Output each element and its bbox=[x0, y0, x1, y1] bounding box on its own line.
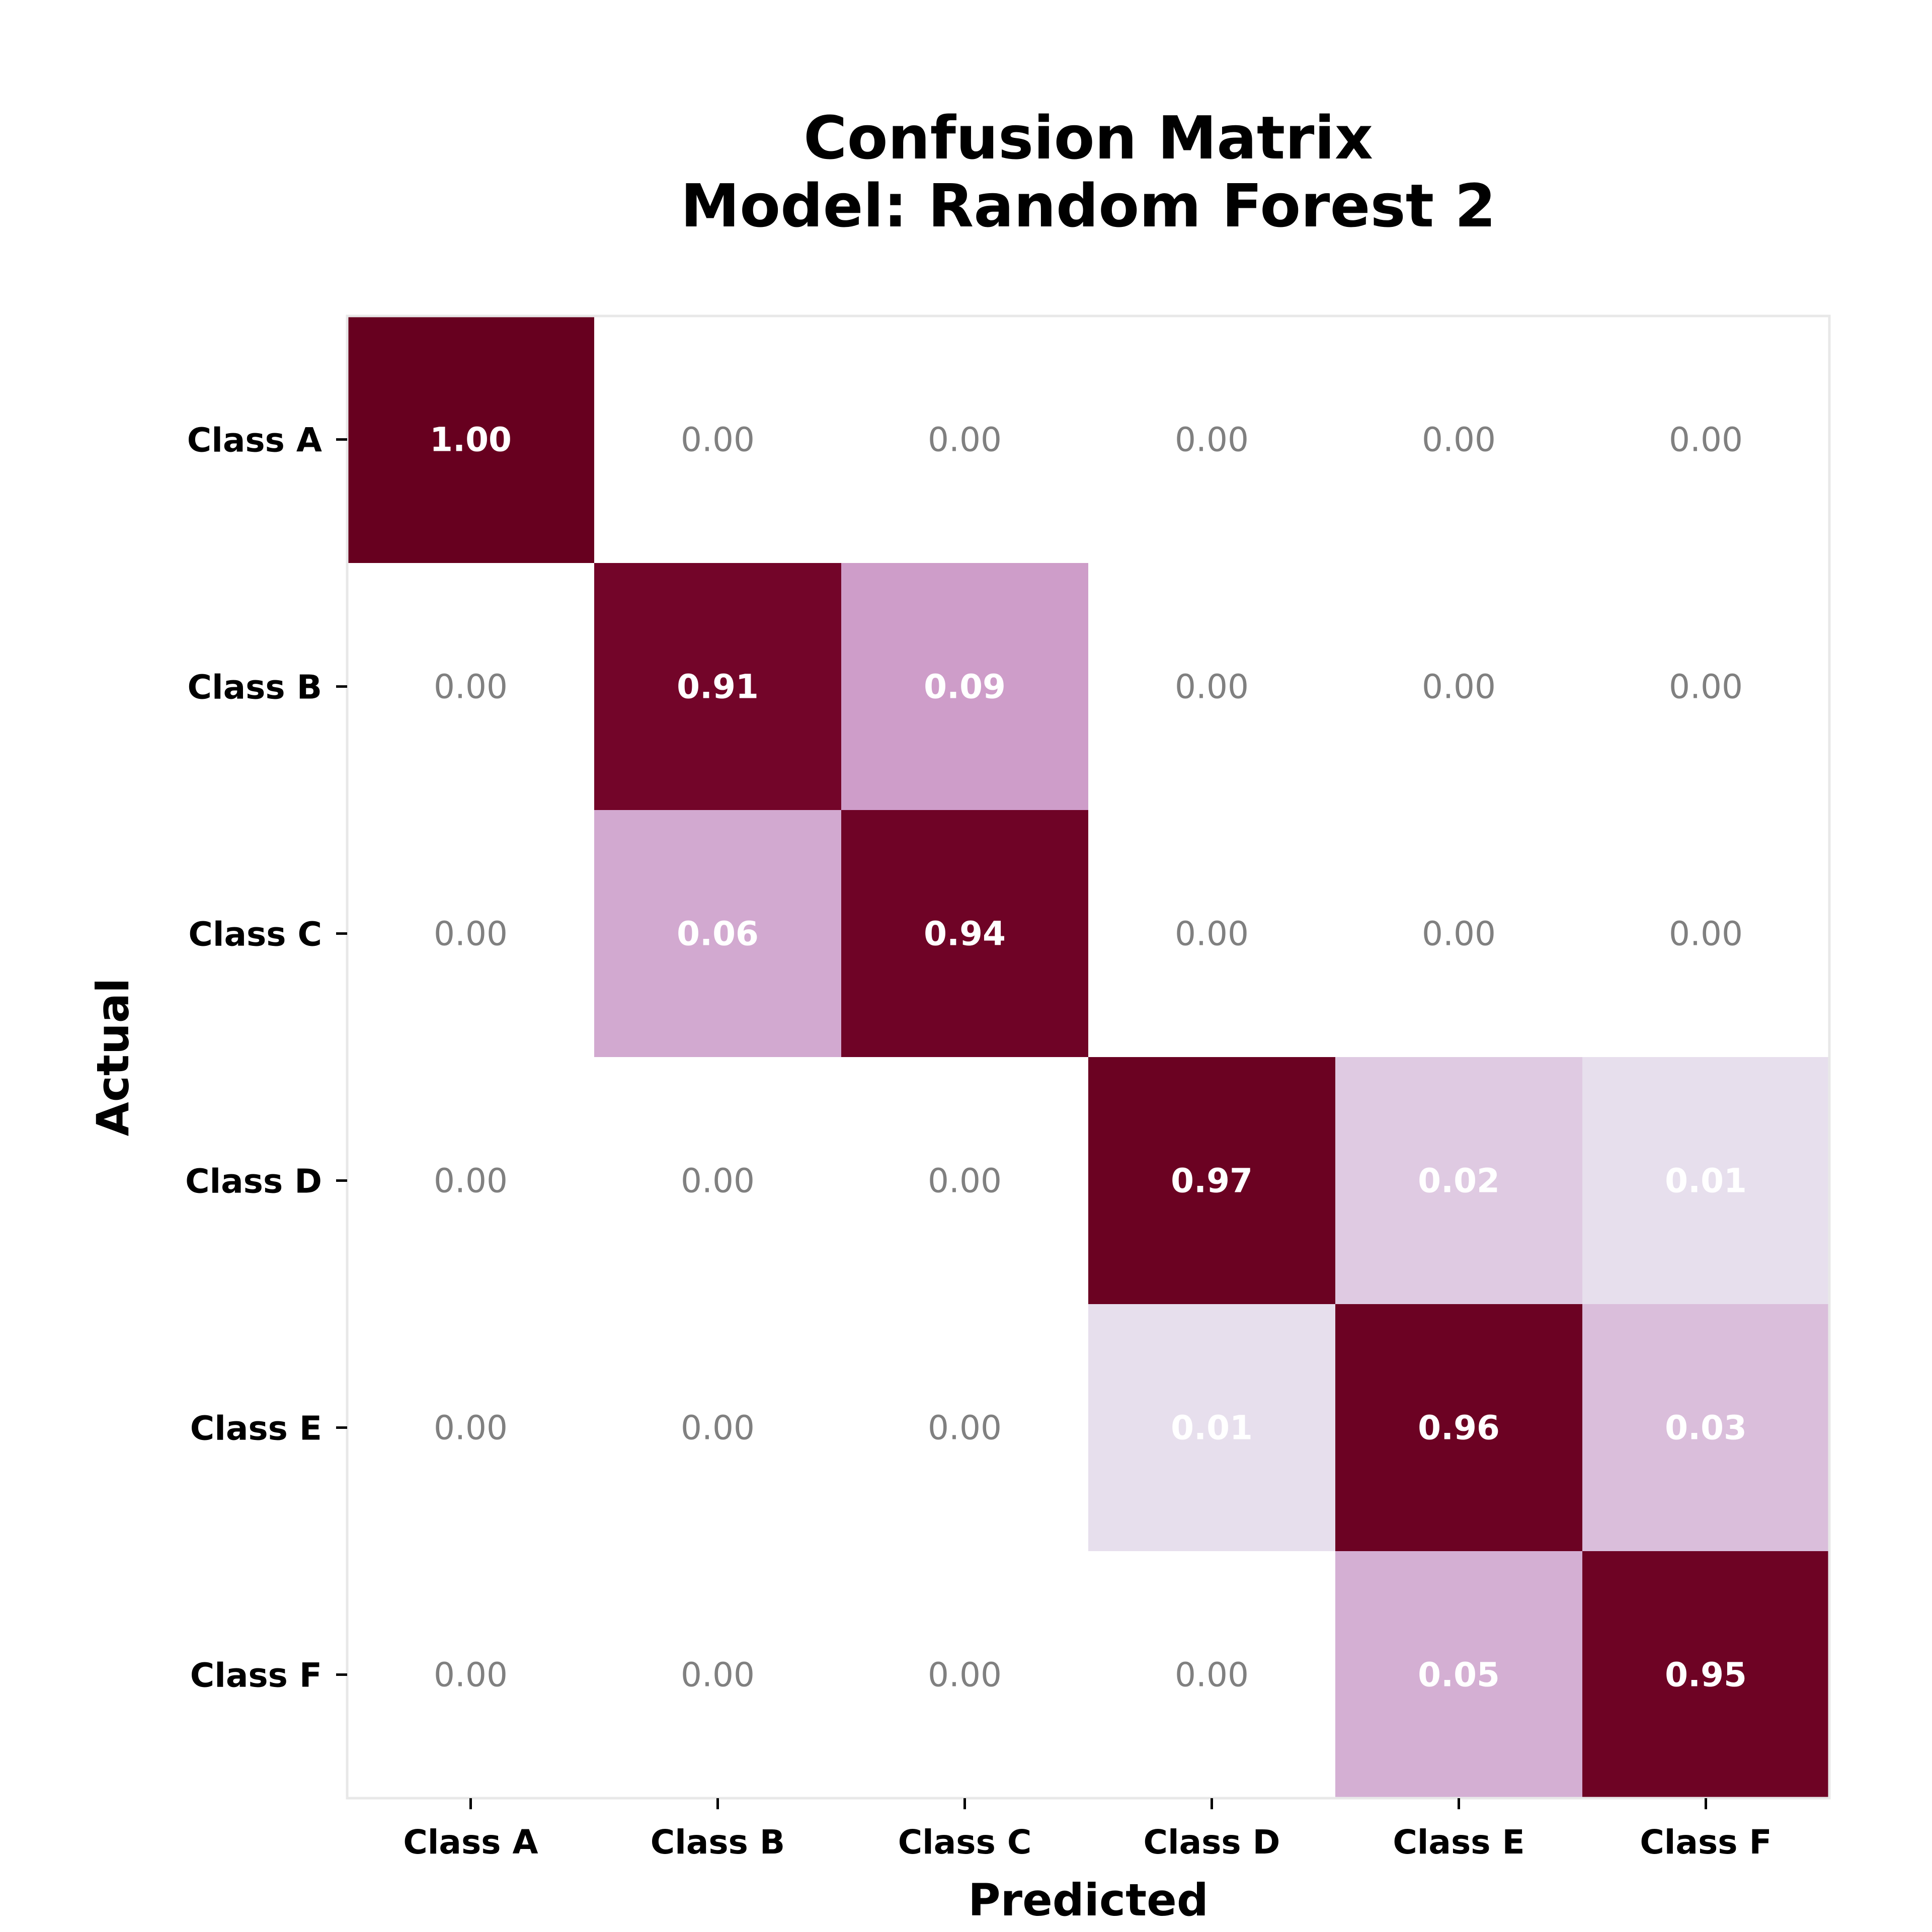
cell-value-label: 0.00 bbox=[434, 1656, 508, 1695]
cell-value-label: 0.09 bbox=[924, 668, 1006, 706]
heatmap-cell bbox=[841, 1304, 1089, 1552]
heatmap-cell bbox=[1582, 1057, 1830, 1305]
heatmap-cell bbox=[1582, 810, 1830, 1058]
heatmap-cell bbox=[1088, 1304, 1336, 1552]
heatmap-cell bbox=[347, 563, 595, 811]
chart-title-line: Confusion Matrix bbox=[803, 103, 1373, 173]
cell-value-label: 0.91 bbox=[677, 668, 759, 706]
heatmap-cell bbox=[347, 1304, 595, 1552]
heatmap-cell bbox=[347, 316, 595, 564]
cell-value-label: 0.00 bbox=[681, 1162, 755, 1200]
cell-value-label: 0.01 bbox=[1171, 1409, 1253, 1447]
cell-value-label: 0.00 bbox=[1422, 915, 1496, 953]
heatmap-cell bbox=[594, 563, 842, 811]
cell-value-label: 0.00 bbox=[928, 1656, 1002, 1695]
heatmap-cell bbox=[1582, 1551, 1830, 1799]
cell-value-label: 0.06 bbox=[677, 915, 759, 953]
heatmap-cell bbox=[1088, 1057, 1336, 1305]
cell-value-label: 0.00 bbox=[1175, 668, 1249, 706]
heatmap-cell bbox=[594, 1551, 842, 1799]
y-tick-label: Class F bbox=[190, 1656, 322, 1695]
heatmap-cell bbox=[347, 810, 595, 1058]
heatmap-cell bbox=[1335, 810, 1583, 1058]
cell-value-label: 0.00 bbox=[681, 1656, 755, 1695]
cell-value-label: 0.00 bbox=[928, 1409, 1002, 1447]
heatmap-cell bbox=[1335, 1551, 1583, 1799]
cell-value-label: 0.00 bbox=[1175, 915, 1249, 953]
heatmap-cells bbox=[347, 316, 1830, 1799]
cell-value-label: 0.02 bbox=[1418, 1162, 1500, 1200]
y-axis-label: Actual bbox=[87, 978, 139, 1137]
cell-value-label: 0.97 bbox=[1171, 1162, 1253, 1200]
cell-value-label: 0.00 bbox=[928, 421, 1002, 459]
cell-value-label: 0.94 bbox=[924, 915, 1006, 953]
heatmap-cell bbox=[1088, 563, 1336, 811]
heatmap-cell bbox=[1335, 563, 1583, 811]
x-tick-label: Class E bbox=[1393, 1823, 1524, 1862]
heatmap-cell bbox=[594, 316, 842, 564]
cell-value-label: 0.00 bbox=[434, 668, 508, 706]
x-axis-label: Predicted bbox=[968, 1874, 1209, 1926]
heatmap-cell bbox=[841, 1551, 1089, 1799]
heatmap-cell bbox=[1335, 316, 1583, 564]
heatmap-cell bbox=[594, 1304, 842, 1552]
y-tick-label: Class E bbox=[190, 1409, 322, 1448]
heatmap-cell bbox=[841, 810, 1089, 1058]
heatmap-cell bbox=[347, 1057, 595, 1305]
heatmap-cell bbox=[594, 810, 842, 1058]
cell-value-label: 0.05 bbox=[1418, 1656, 1500, 1695]
y-axis-ticks: Class A Class B Class C Class D Class E Class… bbox=[185, 421, 347, 1695]
cell-value-label: 0.00 bbox=[928, 1162, 1002, 1200]
plot-frame bbox=[346, 314, 1831, 1800]
cell-value-label: 0.00 bbox=[681, 421, 755, 459]
heatmap-cell bbox=[1335, 1057, 1583, 1305]
cell-value-label: 1.00 bbox=[430, 421, 512, 459]
x-tick-label: Class F bbox=[1640, 1823, 1772, 1862]
heatmap-cell bbox=[1088, 810, 1336, 1058]
heatmap-cell-labels: 1.00 0.00 0.00 0.00 0.00 0.00 0.00 0.91 0.09 0.00… bbox=[430, 421, 1747, 1695]
cell-value-label: 0.00 bbox=[1422, 421, 1496, 459]
x-tick-label: Class C bbox=[898, 1823, 1032, 1862]
x-tick-label: Class A bbox=[403, 1823, 538, 1862]
cell-value-label: 0.00 bbox=[681, 1409, 755, 1447]
cell-value-label: 0.00 bbox=[434, 1409, 508, 1447]
heatmap-cell bbox=[1088, 316, 1336, 564]
heatmap-cell bbox=[1582, 1304, 1830, 1552]
x-tick-label: Class D bbox=[1144, 1823, 1280, 1862]
heatmap-cell bbox=[841, 316, 1089, 564]
cell-value-label: 0.00 bbox=[1669, 915, 1743, 953]
y-tick-label: Class A bbox=[187, 421, 322, 460]
heatmap-cell bbox=[594, 1057, 842, 1305]
cell-value-label: 0.95 bbox=[1665, 1656, 1747, 1695]
heatmap-cell bbox=[841, 1057, 1089, 1305]
cell-value-label: 0.00 bbox=[1669, 668, 1743, 706]
heatmap-cell bbox=[1335, 1304, 1583, 1552]
y-tick-label: Class D bbox=[185, 1162, 322, 1201]
heatmap-cell bbox=[1582, 563, 1830, 811]
cell-value-label: 0.96 bbox=[1418, 1409, 1500, 1447]
cell-value-label: 0.00 bbox=[1175, 1656, 1249, 1695]
x-axis-ticks: Class A Class B Class C Class D Class E Class… bbox=[403, 1798, 1772, 1862]
heatmap-cell bbox=[841, 563, 1089, 811]
cell-value-label: 0.01 bbox=[1665, 1162, 1747, 1200]
x-tick-label: Class B bbox=[651, 1823, 785, 1862]
cell-value-label: 0.00 bbox=[1175, 421, 1249, 459]
cell-value-label: 0.00 bbox=[1422, 668, 1496, 706]
chart-title-line: Model: Random Forest 2 bbox=[681, 171, 1496, 240]
cell-value-label: 0.03 bbox=[1665, 1409, 1747, 1447]
cell-value-label: 0.00 bbox=[434, 1162, 508, 1200]
cell-value-label: 0.00 bbox=[434, 915, 508, 953]
heatmap-cell bbox=[347, 1551, 595, 1799]
y-tick-label: Class B bbox=[188, 668, 322, 707]
heatmap-cell bbox=[1088, 1551, 1336, 1799]
heatmap-cell bbox=[1582, 316, 1830, 564]
y-tick-label: Class C bbox=[188, 915, 322, 954]
cell-value-label: 0.00 bbox=[1669, 421, 1743, 459]
